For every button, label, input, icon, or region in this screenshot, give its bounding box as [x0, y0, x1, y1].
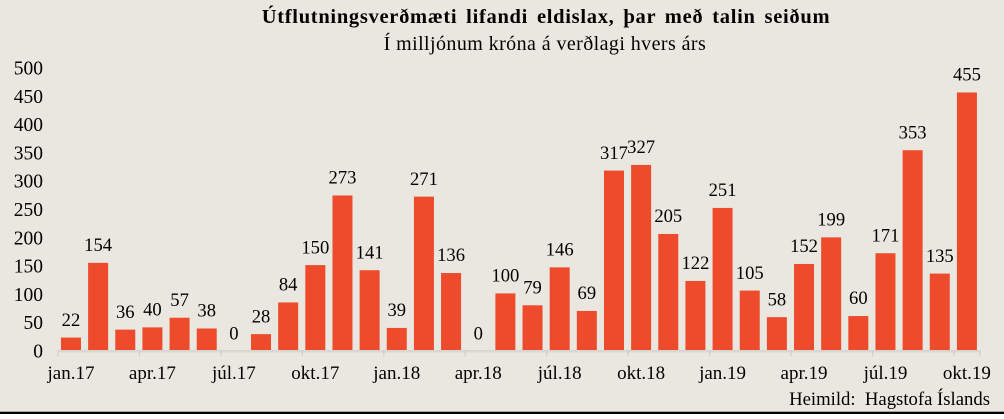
svg-text:50: 50 [24, 313, 44, 334]
svg-text:apr.19: apr.19 [781, 363, 828, 384]
svg-text:135: 135 [926, 246, 954, 267]
svg-text:150: 150 [301, 237, 329, 258]
svg-text:200: 200 [14, 228, 43, 249]
svg-text:Í milljónum króna á verðlagi h: Í milljónum króna á verðlagi hvers árs [384, 32, 707, 55]
svg-text:350: 350 [14, 143, 43, 164]
svg-text:apr.17: apr.17 [129, 363, 176, 384]
svg-text:júl.19: júl.19 [863, 363, 908, 384]
svg-text:jan.19: jan.19 [698, 363, 746, 384]
svg-text:199: 199 [817, 210, 845, 231]
svg-text:353: 353 [899, 122, 927, 143]
svg-text:0: 0 [474, 324, 483, 345]
svg-text:39: 39 [387, 300, 406, 321]
svg-text:28: 28 [252, 306, 271, 327]
svg-text:júl.18: júl.18 [537, 363, 582, 384]
svg-text:250: 250 [14, 200, 43, 221]
svg-text:jan.18: jan.18 [372, 363, 420, 384]
svg-text:Heimild: Hagstofa Íslands: Heimild: Hagstofa Íslands [789, 388, 990, 410]
svg-text:apr.18: apr.18 [455, 363, 502, 384]
svg-text:105: 105 [736, 263, 764, 284]
svg-text:okt.18: okt.18 [617, 363, 665, 384]
svg-text:150: 150 [14, 257, 43, 278]
svg-text:136: 136 [437, 245, 465, 266]
svg-text:273: 273 [329, 168, 357, 189]
svg-text:100: 100 [14, 285, 43, 306]
svg-text:Útflutningsverðmæti lifandi el: Útflutningsverðmæti lifandi eldislax, þa… [262, 4, 831, 28]
svg-text:60: 60 [849, 288, 868, 309]
svg-text:271: 271 [410, 169, 438, 190]
svg-text:317: 317 [600, 143, 628, 164]
svg-text:327: 327 [627, 137, 655, 158]
svg-text:171: 171 [872, 225, 900, 246]
svg-text:122: 122 [681, 253, 709, 274]
svg-text:500: 500 [14, 59, 43, 80]
svg-text:300: 300 [14, 172, 43, 193]
svg-text:69: 69 [578, 283, 597, 304]
svg-text:40: 40 [143, 300, 162, 321]
svg-text:jan.17: jan.17 [46, 363, 94, 384]
svg-text:400: 400 [14, 115, 43, 136]
svg-text:57: 57 [170, 290, 189, 311]
svg-text:okt.17: okt.17 [291, 363, 339, 384]
svg-text:154: 154 [84, 235, 112, 256]
svg-text:152: 152 [790, 236, 818, 257]
svg-text:58: 58 [768, 289, 787, 310]
svg-text:146: 146 [546, 240, 574, 261]
svg-text:júl.17: júl.17 [211, 363, 256, 384]
svg-text:251: 251 [709, 180, 737, 201]
svg-text:okt.19: okt.19 [943, 363, 991, 384]
svg-text:100: 100 [491, 266, 519, 287]
svg-text:22: 22 [62, 310, 81, 331]
svg-text:450: 450 [14, 87, 43, 108]
svg-text:79: 79 [523, 277, 542, 298]
svg-text:0: 0 [229, 324, 238, 345]
svg-text:205: 205 [654, 206, 682, 227]
svg-text:36: 36 [116, 302, 135, 323]
svg-text:38: 38 [197, 301, 216, 322]
svg-text:141: 141 [356, 242, 384, 263]
svg-text:455: 455 [953, 65, 981, 86]
svg-text:0: 0 [33, 342, 43, 363]
svg-text:84: 84 [279, 275, 298, 296]
